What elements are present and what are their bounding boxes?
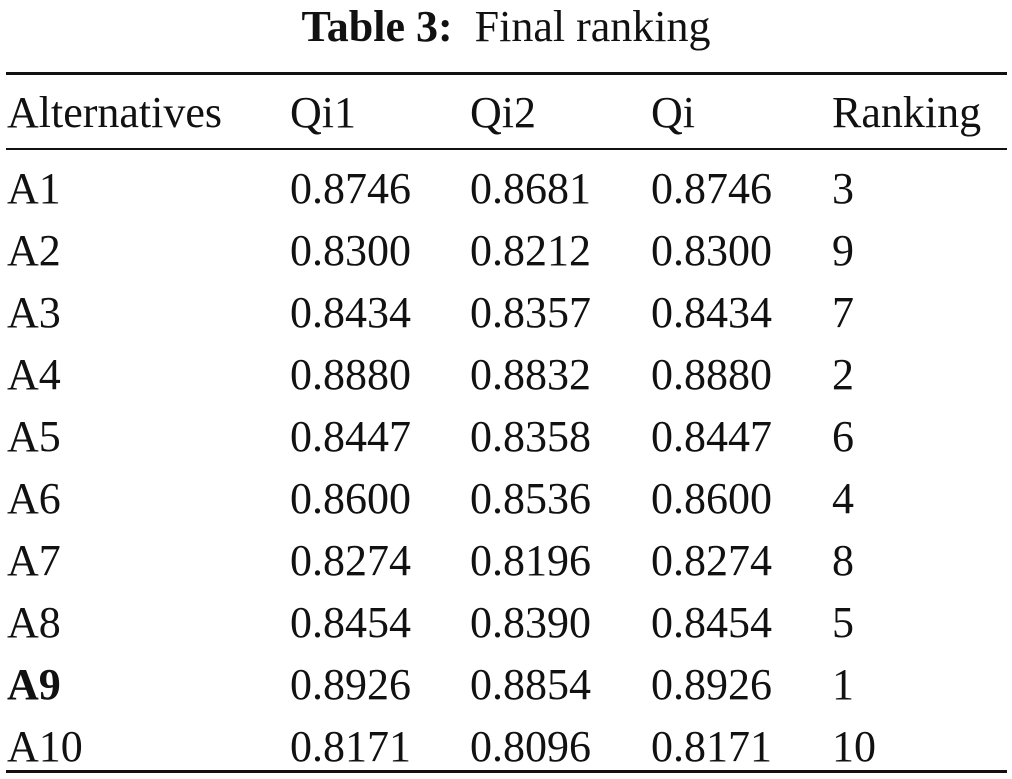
ranking-cell: 8 [832,536,854,585]
ranking-cell: 10 [832,722,876,771]
table-bottom-rule [6,770,1007,773]
alternative-cell: A2 [7,226,61,275]
qi-cell: 0.8434 [651,288,772,337]
alternative-cell: A4 [7,350,61,399]
table-row: A7 0.8274 0.8196 0.8274 8 [0,530,1012,592]
header-qi1: Qi1 [290,88,356,137]
qi2-cell: 0.8357 [470,288,591,337]
qi-cell: 0.8447 [651,412,772,461]
ranking-cell: 2 [832,350,854,399]
table-row: A6 0.8600 0.8536 0.8600 4 [0,468,1012,530]
qi1-cell: 0.8454 [290,598,411,647]
table-row: A5 0.8447 0.8358 0.8447 6 [0,406,1012,468]
qi1-cell: 0.8926 [290,660,411,709]
table-row: A8 0.8454 0.8390 0.8454 5 [0,592,1012,654]
table-caption: Table 3: Final ranking [0,2,1012,52]
table-caption-text: Final ranking [474,2,711,51]
qi1-cell: 0.8434 [290,288,411,337]
qi2-cell: 0.8212 [470,226,591,275]
ranking-cell: 5 [832,598,854,647]
qi1-cell: 0.8600 [290,474,411,523]
qi-cell: 0.8880 [651,350,772,399]
qi1-cell: 0.8171 [290,722,411,771]
table-row: A2 0.8300 0.8212 0.8300 9 [0,220,1012,282]
qi-cell: 0.8274 [651,536,772,585]
table-header-row: Alternatives Qi1 Qi2 Qi Ranking [0,82,1012,144]
qi1-cell: 0.8746 [290,164,411,213]
qi-cell: 0.8454 [651,598,772,647]
qi-cell: 0.8171 [651,722,772,771]
table-row: A3 0.8434 0.8357 0.8434 7 [0,282,1012,344]
qi2-cell: 0.8854 [470,660,591,709]
alternative-cell: A3 [7,288,61,337]
qi2-cell: 0.8390 [470,598,591,647]
qi2-cell: 0.8196 [470,536,591,585]
table-row: A9 0.8926 0.8854 0.8926 1 [0,654,1012,716]
qi-cell: 0.8926 [651,660,772,709]
table-row: A4 0.8880 0.8832 0.8880 2 [0,344,1012,406]
table-header-rule [6,148,1007,150]
qi-cell: 0.8300 [651,226,772,275]
qi2-cell: 0.8096 [470,722,591,771]
table-row: A10 0.8171 0.8096 0.8171 10 [0,716,1012,778]
qi-cell: 0.8746 [651,164,772,213]
alternative-cell: A8 [7,598,61,647]
qi1-cell: 0.8447 [290,412,411,461]
header-ranking: Ranking [832,88,982,137]
header-qi2: Qi2 [470,88,536,137]
table-row: A1 0.8746 0.8681 0.8746 3 [0,158,1012,220]
ranking-cell: 4 [832,474,854,523]
alternative-cell: A5 [7,412,61,461]
qi2-cell: 0.8358 [470,412,591,461]
ranking-cell: 3 [832,164,854,213]
table-top-rule [6,72,1007,75]
alternative-cell: A9 [7,660,61,709]
header-alternatives: Alternatives [7,88,223,137]
ranking-cell: 6 [832,412,854,461]
qi1-cell: 0.8300 [290,226,411,275]
qi2-cell: 0.8681 [470,164,591,213]
alternative-cell: A10 [7,722,83,771]
qi2-cell: 0.8536 [470,474,591,523]
qi-cell: 0.8600 [651,474,772,523]
ranking-cell: 7 [832,288,854,337]
ranking-cell: 9 [832,226,854,275]
ranking-cell: 1 [832,660,854,709]
header-qi: Qi [651,88,695,137]
alternative-cell: A7 [7,536,61,585]
qi1-cell: 0.8880 [290,350,411,399]
alternative-cell: A6 [7,474,61,523]
alternative-cell: A1 [7,164,61,213]
table-caption-label: Table 3: [301,2,453,51]
qi2-cell: 0.8832 [470,350,591,399]
qi1-cell: 0.8274 [290,536,411,585]
